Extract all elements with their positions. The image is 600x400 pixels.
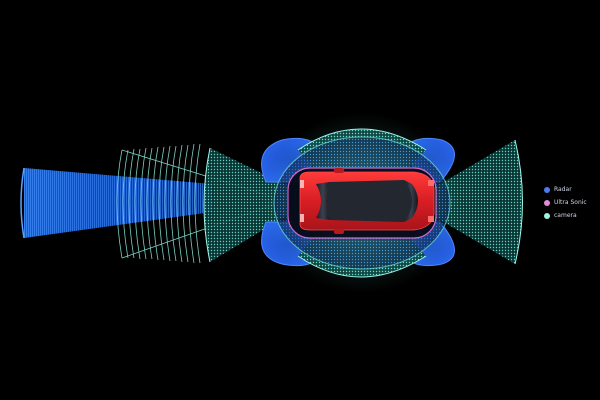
camera-dot-icon: [544, 212, 550, 219]
legend-item-ultrasonic: Ultra Sonic: [544, 197, 596, 208]
legend-item-camera: camera: [544, 210, 596, 221]
long-range-radar-beam: [20, 167, 212, 239]
ultrasonic-dot-icon: [544, 199, 550, 206]
radar-dot-icon: [544, 186, 550, 193]
legend-label-ultrasonic: Ultra Sonic: [554, 199, 587, 206]
camera-rear-cone: [430, 139, 523, 265]
car-top-view: [299, 168, 435, 234]
legend-label-radar: Radar: [554, 186, 572, 193]
camera-mid-range-arcs: [116, 143, 271, 264]
legend: Radar Ultra Sonic camera: [544, 184, 596, 223]
legend-label-camera: camera: [554, 212, 577, 219]
legend-item-radar: Radar: [544, 184, 596, 195]
